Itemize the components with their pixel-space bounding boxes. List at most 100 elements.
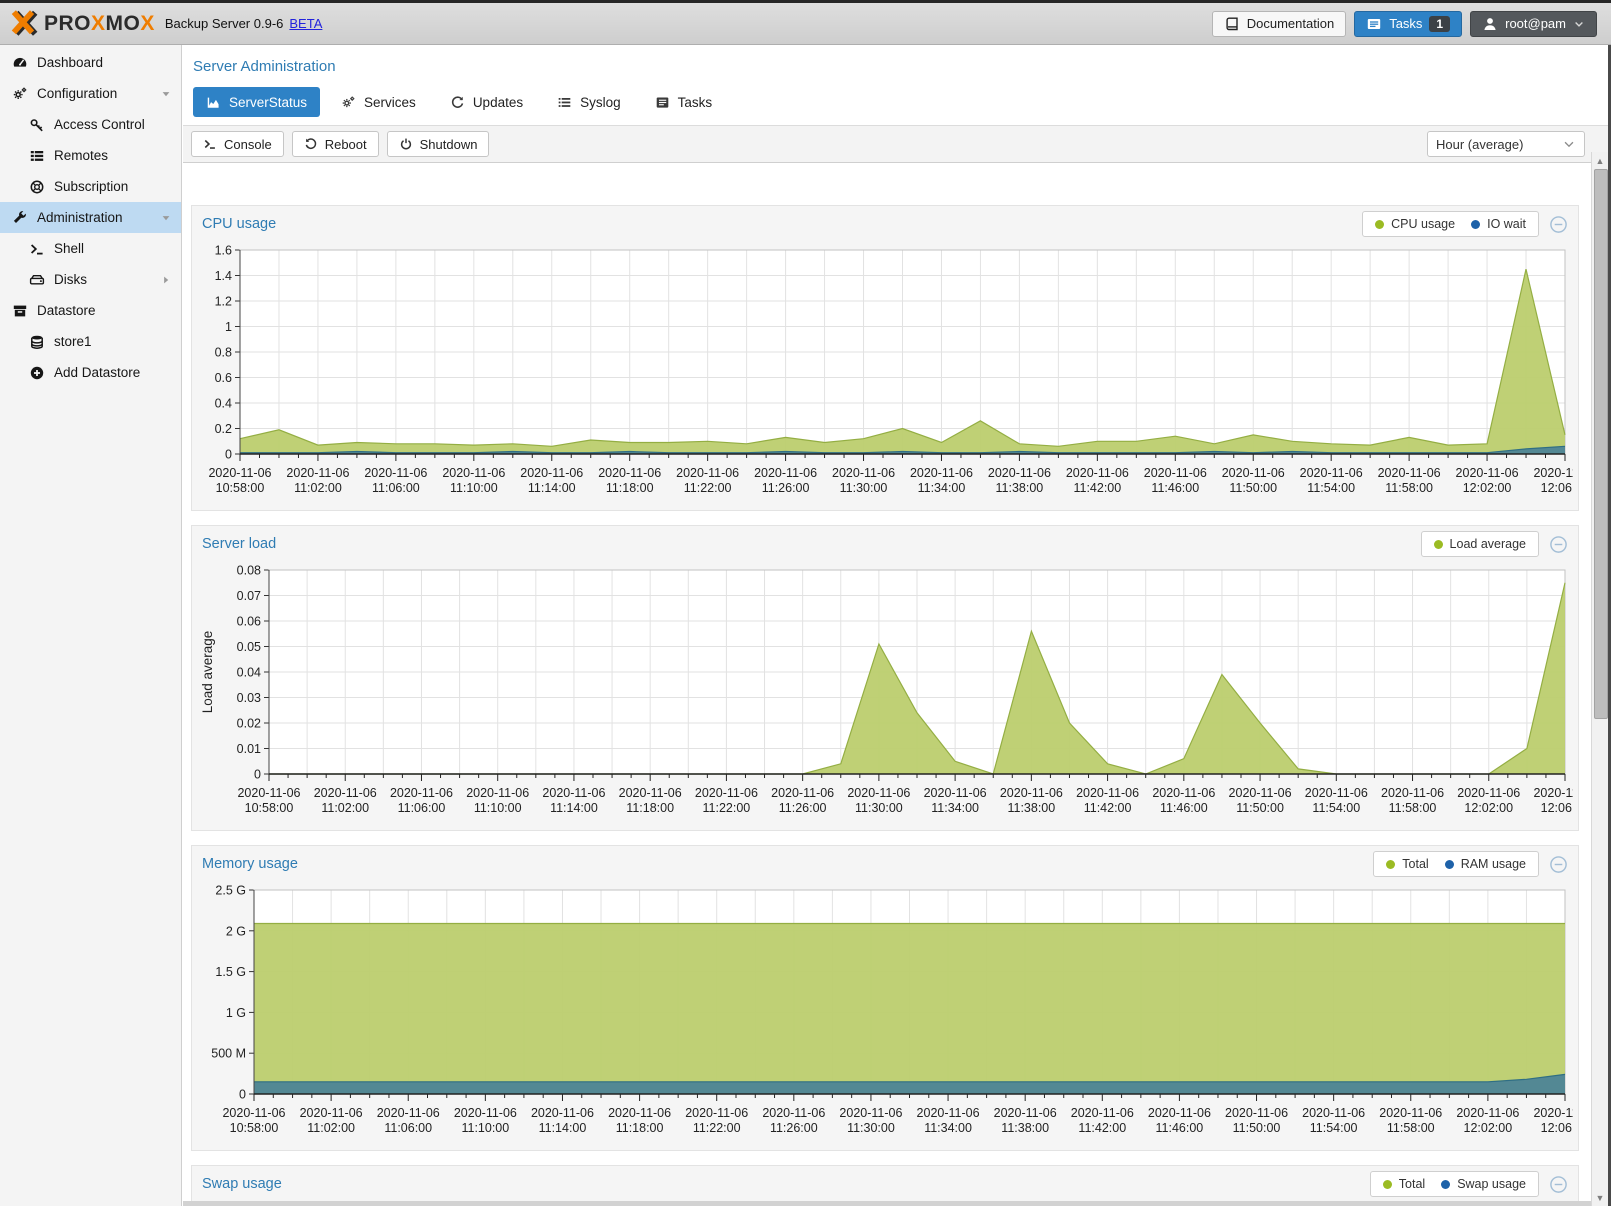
chevron-down-icon <box>160 88 172 100</box>
terminal-icon <box>29 241 45 257</box>
svg-text:500 M: 500 M <box>211 1047 246 1061</box>
panel-header-swap-usage: Swap usage Total Swap usage <box>192 1166 1578 1202</box>
legend-item[interactable]: Swap usage <box>1441 1177 1526 1191</box>
scrollbar-down-arrow[interactable]: ▼ <box>1595 1192 1605 1203</box>
main-content: Server Administration ServerStatus Servic… <box>183 45 1611 1206</box>
reboot-button[interactable]: Reboot <box>291 131 379 157</box>
svg-text:11:02:00: 11:02:00 <box>307 1121 355 1135</box>
sidebar-item-shell[interactable]: Shell <box>0 233 181 264</box>
sidebar-item-add-datastore[interactable]: Add Datastore <box>0 357 181 388</box>
legend-server-load[interactable]: Load average <box>1420 531 1539 557</box>
legend-label: RAM usage <box>1460 857 1526 871</box>
collapse-panel-icon[interactable] <box>1549 1175 1568 1194</box>
chart-box-cpu-usage: 0 0.2 0.4 0.6 0.8 1 1.2 1.4 1.6 2020-11-06 10:58:0… <box>198 242 1573 504</box>
panel-title-swap-usage: Swap usage <box>202 1176 282 1192</box>
sidebar-item-dashboard[interactable]: Dashboard <box>0 47 181 78</box>
legend-item[interactable]: IO wait <box>1471 217 1526 231</box>
svg-text:2020-11-06: 2020-11-06 <box>1076 786 1139 800</box>
svg-text:11:46:00: 11:46:00 <box>1160 801 1208 815</box>
sidebar-item-configuration[interactable]: Configuration <box>0 78 181 109</box>
legend-item[interactable]: Load average <box>1433 537 1526 551</box>
chevron-down-icon <box>1562 137 1576 151</box>
sidebar-item-disks[interactable]: Disks <box>0 264 181 295</box>
tasks-label: Tasks <box>1389 16 1423 31</box>
legend-dot <box>1444 859 1454 869</box>
sidebar-item-label: Add Datastore <box>54 365 141 380</box>
tab-tasks[interactable]: Tasks <box>642 87 726 117</box>
svg-text:2020-11-06: 2020-11-06 <box>1302 1106 1365 1120</box>
tasks-count-badge: 1 <box>1429 15 1451 32</box>
svg-text:2020-11-06: 2020-11-06 <box>988 466 1051 480</box>
tasks-button[interactable]: Tasks 1 <box>1354 10 1463 37</box>
tab-services[interactable]: Services <box>328 87 429 117</box>
legend-swap-usage[interactable]: Total Swap usage <box>1369 1171 1539 1197</box>
timeframe-select[interactable]: Hour (average) <box>1427 131 1585 157</box>
legend-label: Load average <box>1449 537 1526 551</box>
sidebar-item-label: store1 <box>54 334 92 349</box>
legend-label: Total <box>1402 857 1429 871</box>
legend-memory-usage[interactable]: Total RAM usage <box>1373 851 1539 877</box>
collapse-panel-icon[interactable] <box>1549 855 1568 874</box>
hdd-icon <box>29 272 45 288</box>
svg-text:2020-11-06: 2020-11-06 <box>466 786 529 800</box>
svg-text:11:02:00: 11:02:00 <box>321 801 369 815</box>
legend-item[interactable]: CPU usage <box>1375 217 1455 231</box>
svg-text:10:58:00: 10:58:00 <box>230 1121 279 1135</box>
documentation-button[interactable]: Documentation <box>1211 10 1347 37</box>
collapse-panel-icon[interactable] <box>1549 215 1568 234</box>
page-title: Server Administration <box>193 58 336 75</box>
svg-text:11:38:00: 11:38:00 <box>996 481 1044 495</box>
panel-header-memory-usage: Memory usage Total RAM usage <box>192 846 1578 882</box>
svg-text:0.03: 0.03 <box>237 691 261 705</box>
scrollbar-thumb[interactable] <box>1594 169 1608 719</box>
svg-text:0.6: 0.6 <box>215 371 232 385</box>
terminal-icon <box>203 137 217 151</box>
vertical-scrollbar[interactable]: ▲ ▼ <box>1591 152 1608 1206</box>
legend-label: IO wait <box>1487 217 1526 231</box>
collapse-panel-icon[interactable] <box>1549 535 1568 554</box>
chart-box-server-load: 0 0.01 0.02 0.03 0.04 0.05 0.06 0.07 0.08 2020-11… <box>198 562 1573 824</box>
sidebar-item-administration[interactable]: Administration <box>0 202 181 233</box>
legend-item[interactable]: RAM usage <box>1444 857 1526 871</box>
tab-syslog[interactable]: Syslog <box>544 87 634 117</box>
svg-text:2020-11-06: 2020-11-06 <box>1456 1106 1519 1120</box>
svg-text:11:26:00: 11:26:00 <box>762 481 810 495</box>
svg-text:2020-11-06: 2020-11-06 <box>314 786 377 800</box>
svg-text:2020-11-06: 2020-11-06 <box>1305 786 1368 800</box>
console-button-label: Console <box>224 136 272 152</box>
svg-text:2020-11-06: 2020-11-06 <box>286 466 349 480</box>
legend-cpu-usage[interactable]: CPU usage IO wait <box>1362 211 1539 237</box>
svg-text:11:34:00: 11:34:00 <box>918 481 966 495</box>
sidebar-item-subscription[interactable]: Subscription <box>0 171 181 202</box>
svg-text:0: 0 <box>225 448 232 462</box>
tab-label: Services <box>364 94 416 110</box>
sidebar-item-remotes[interactable]: Remotes <box>0 140 181 171</box>
svg-text:2020-11-06: 2020-11-06 <box>1071 1106 1134 1120</box>
svg-text:11:18:00: 11:18:00 <box>626 801 674 815</box>
tab-serverstatus[interactable]: ServerStatus <box>193 87 321 117</box>
beta-link[interactable]: BETA <box>289 16 323 31</box>
svg-text:2020-11-06: 2020-11-06 <box>1222 466 1285 480</box>
legend-item[interactable]: Total <box>1386 857 1429 871</box>
svg-text:2020-11-06: 2020-11-06 <box>1378 466 1441 480</box>
svg-text:11:14:00: 11:14:00 <box>550 801 598 815</box>
sidebar-item-label: Datastore <box>37 303 96 318</box>
svg-text:11:54:00: 11:54:00 <box>1310 1121 1358 1135</box>
window-bottom-edge <box>183 1201 1591 1206</box>
shutdown-button[interactable]: Shutdown <box>386 131 490 157</box>
svg-text:11:18:00: 11:18:00 <box>606 481 654 495</box>
sidebar-item-datastore[interactable]: Datastore <box>0 295 181 326</box>
svg-text:11:46:00: 11:46:00 <box>1156 1121 1204 1135</box>
svg-text:1.2: 1.2 <box>215 295 232 309</box>
console-button[interactable]: Console <box>191 131 284 157</box>
refresh-icon <box>450 95 465 110</box>
svg-text:11:10:00: 11:10:00 <box>450 481 498 495</box>
user-menu-button[interactable]: root@pam <box>1470 10 1597 37</box>
sidebar-item-access-control[interactable]: Access Control <box>0 109 181 140</box>
svg-text:2020-11-06: 2020-11-06 <box>1229 786 1292 800</box>
tab-updates[interactable]: Updates <box>437 87 536 117</box>
key-icon <box>29 117 45 133</box>
legend-item[interactable]: Total <box>1382 1177 1425 1191</box>
sidebar-item-store1[interactable]: store1 <box>0 326 181 357</box>
scrollbar-up-arrow[interactable]: ▲ <box>1595 155 1605 166</box>
